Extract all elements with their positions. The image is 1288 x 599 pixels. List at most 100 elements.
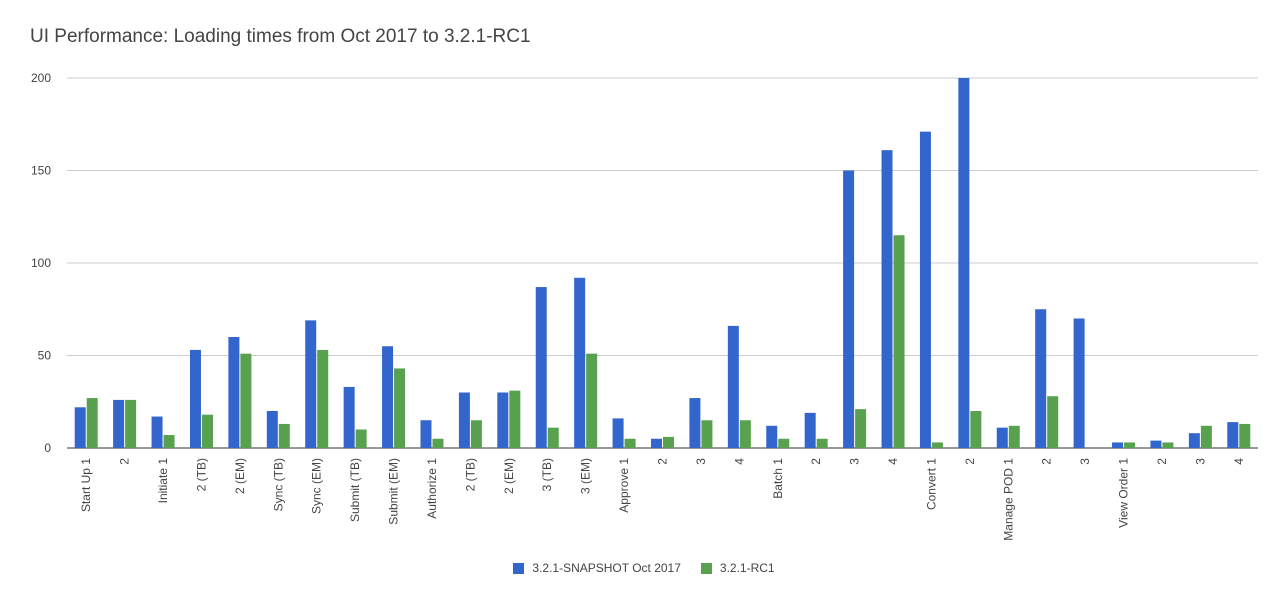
x-tick-label: 2 (EM) [502,458,516,494]
legend: 3.2.1-SNAPSHOT Oct 2017 3.2.1-RC1 [0,561,1288,575]
x-tick-label: 2 (TB) [194,458,208,491]
bar-series-0-5 [266,411,278,448]
bar-series-0-8 [382,346,394,448]
x-tick-label: 3 [848,458,862,465]
bar-series-1-11 [509,390,521,448]
x-tick-label: 3 [1193,458,1207,465]
x-tick-label: 4 [1232,458,1246,465]
legend-item-snapshot: 3.2.1-SNAPSHOT Oct 2017 [513,561,681,575]
bar-series-0-18 [766,425,778,448]
bar-series-0-12 [535,287,547,448]
x-tick-label: 2 [963,458,977,465]
bar-series-0-26 [1073,318,1085,448]
bar-series-0-0 [74,407,86,448]
bar-series-1-17 [739,420,751,448]
bar-series-0-30 [1227,422,1239,448]
chart-title: UI Performance: Loading times from Oct 2… [30,26,531,47]
bar-series-1-22 [931,442,943,448]
x-tick-label: 2 [809,458,823,465]
bar-series-0-11 [497,392,509,448]
bar-series-1-19 [816,438,828,448]
x-tick-label: Batch 1 [771,458,785,499]
bar-series-0-17 [727,325,739,448]
x-tick-label: 2 [1155,458,1169,465]
y-tick-label: 0 [44,441,51,455]
bar-series-1-24 [1008,425,1020,448]
bar-series-1-7 [355,429,367,448]
bar-series-1-2 [163,435,175,448]
bar-series-1-10 [470,420,482,448]
bar-series-0-14 [612,418,624,448]
legend-item-rc1: 3.2.1-RC1 [700,561,775,575]
x-tick-label: 2 (TB) [463,458,477,491]
x-tick-label: 2 [656,458,670,465]
bar-series-1-29 [1200,425,1212,448]
x-tick-label: Sync (TB) [271,458,285,511]
legend-swatch-rc1 [700,562,712,574]
bar-series-1-4 [240,353,252,448]
bar-series-1-5 [278,423,290,448]
bar-series-0-22 [919,131,931,448]
bar-series-0-20 [843,170,855,448]
bar-series-0-1 [113,399,125,448]
x-tick-label: Start Up 1 [79,458,93,512]
bar-series-1-9 [432,438,444,448]
bar-series-1-30 [1239,423,1251,448]
legend-label-rc1: 3.2.1-RC1 [719,561,775,575]
x-tick-label: View Order 1 [1117,458,1131,528]
bar-series-0-16 [689,398,701,448]
x-tick-label: Manage POD 1 [1001,458,1015,541]
bar-series-1-23 [970,411,982,448]
bar-series-0-25 [1035,309,1047,448]
bar-series-1-27 [1124,442,1136,448]
bar-series-0-21 [881,150,893,448]
bar-series-0-10 [458,392,470,448]
legend-swatch-snapshot [513,562,525,574]
bar-series-1-18 [778,438,790,448]
bar-series-1-13 [586,353,598,448]
bar-series-0-9 [420,420,432,448]
bars [74,78,1251,448]
bar-series-1-15 [663,436,674,448]
x-axis-tick-labels: Start Up 1 2 Initiate 1 2 (TB) 2 (EM) Sync (T… [79,458,1246,541]
bar-series-0-29 [1188,433,1200,448]
bar-series-1-8 [394,368,406,448]
x-tick-label: 3 [1078,458,1092,465]
bar-series-0-15 [651,438,662,448]
y-tick-label: 50 [38,349,52,363]
x-tick-label: Sync (EM) [310,458,324,514]
gridlines [67,77,1258,449]
y-axis-tick-labels: 0 50 100 150 200 [31,71,51,455]
x-tick-label: 2 [1040,458,1054,465]
bar-series-0-19 [804,412,816,448]
x-tick-label: Approve 1 [617,458,631,513]
legend-label-snapshot: 3.2.1-SNAPSHOT Oct 2017 [532,561,681,575]
x-tick-label: 2 (EM) [233,458,247,494]
bar-series-1-12 [547,427,559,448]
bar-series-0-6 [305,320,317,448]
bar-series-0-7 [343,386,355,448]
bar-series-0-23 [958,78,970,448]
bar-series-1-1 [125,399,137,448]
bar-series-1-6 [317,349,329,448]
x-tick-label: Submit (TB) [348,458,362,522]
bar-series-1-20 [855,409,867,448]
x-tick-label: 4 [732,458,746,465]
bar-series-0-3 [189,349,201,448]
y-tick-label: 100 [31,256,51,270]
bar-chart: 0 50 100 150 200 Start Up 1 2 Initiate 1 2 (TB)… [31,71,1258,541]
bar-series-1-25 [1047,396,1059,448]
y-tick-label: 150 [31,164,51,178]
bar-series-1-16 [701,420,713,448]
x-tick-label: Authorize 1 [425,458,439,519]
bar-series-0-13 [574,277,586,448]
bar-series-0-2 [151,416,163,448]
bar-series-0-28 [1150,440,1162,448]
bar-series-0-4 [228,337,240,448]
x-tick-label: 3 [694,458,708,465]
bar-series-1-0 [86,398,98,448]
x-tick-label: Submit (EM) [387,458,401,525]
x-tick-label: Initiate 1 [156,458,170,504]
x-tick-label: 2 [118,458,132,465]
bar-series-1-28 [1162,442,1174,448]
